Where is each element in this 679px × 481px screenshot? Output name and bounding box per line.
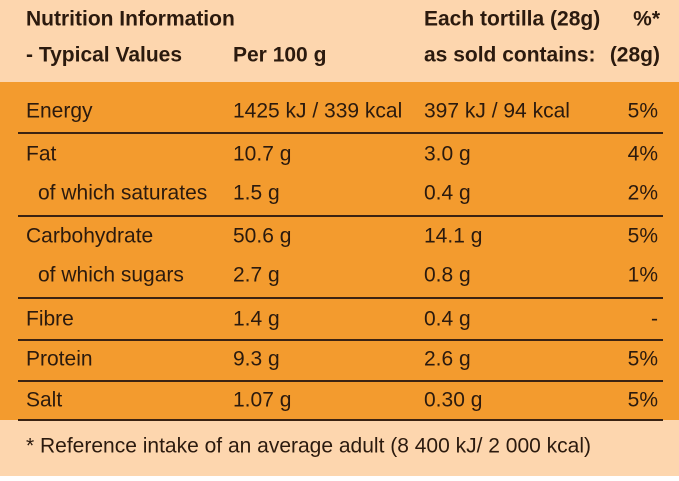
row-label: Fat xyxy=(26,143,57,166)
reference-intake-pct: 5% xyxy=(628,389,658,412)
row-label: of which saturates xyxy=(38,182,207,205)
per-100g-value: 50.6 g xyxy=(233,225,291,248)
per-serving-value: 2.6 g xyxy=(424,348,471,371)
header-title: Nutrition Information xyxy=(26,8,235,31)
per-serving-value: 0.8 g xyxy=(424,264,471,287)
header-column: (28g) xyxy=(610,44,660,67)
body-bg xyxy=(0,82,679,420)
header-column: %* xyxy=(633,8,661,31)
per-serving-value: 14.1 g xyxy=(424,225,482,248)
per-100g-value: 1.07 g xyxy=(233,389,291,412)
row-label: of which sugars xyxy=(38,264,184,287)
reference-intake-pct: 5% xyxy=(628,348,658,371)
reference-intake-pct: 5% xyxy=(628,100,658,123)
per-serving-value: 0.30 g xyxy=(424,389,482,412)
per-100g-value: 10.7 g xyxy=(233,143,291,166)
header-title: - Typical Values xyxy=(26,44,182,67)
row-label: Energy xyxy=(26,100,93,123)
header-column: Each tortilla (28g) xyxy=(424,8,600,31)
per-serving-value: 397 kJ / 94 kcal xyxy=(424,100,570,123)
footnote-bg xyxy=(0,420,679,476)
row-label: Fibre xyxy=(26,308,74,331)
reference-intake-pct: - xyxy=(651,308,658,331)
reference-intake-pct: 4% xyxy=(628,143,658,166)
per-serving-value: 0.4 g xyxy=(424,308,471,331)
per-100g-value: 1.4 g xyxy=(233,308,280,331)
reference-intake-pct: 1% xyxy=(628,264,658,287)
header-column: Per 100 g xyxy=(233,44,326,67)
row-label: Carbohydrate xyxy=(26,225,153,248)
per-100g-value: 9.3 g xyxy=(233,348,280,371)
per-100g-value: 1.5 g xyxy=(233,182,280,205)
per-100g-value: 2.7 g xyxy=(233,264,280,287)
per-serving-value: 3.0 g xyxy=(424,143,471,166)
header-column: as sold contains: xyxy=(424,44,596,67)
row-label: Protein xyxy=(26,348,93,371)
per-100g-value: 1425 kJ / 339 kcal xyxy=(233,100,402,123)
reference-intake-pct: 2% xyxy=(628,182,658,205)
footnote: * Reference intake of an average adult (… xyxy=(26,435,591,458)
reference-intake-pct: 5% xyxy=(628,225,658,248)
header-bg xyxy=(0,0,679,82)
row-label: Salt xyxy=(26,389,62,412)
per-serving-value: 0.4 g xyxy=(424,182,471,205)
